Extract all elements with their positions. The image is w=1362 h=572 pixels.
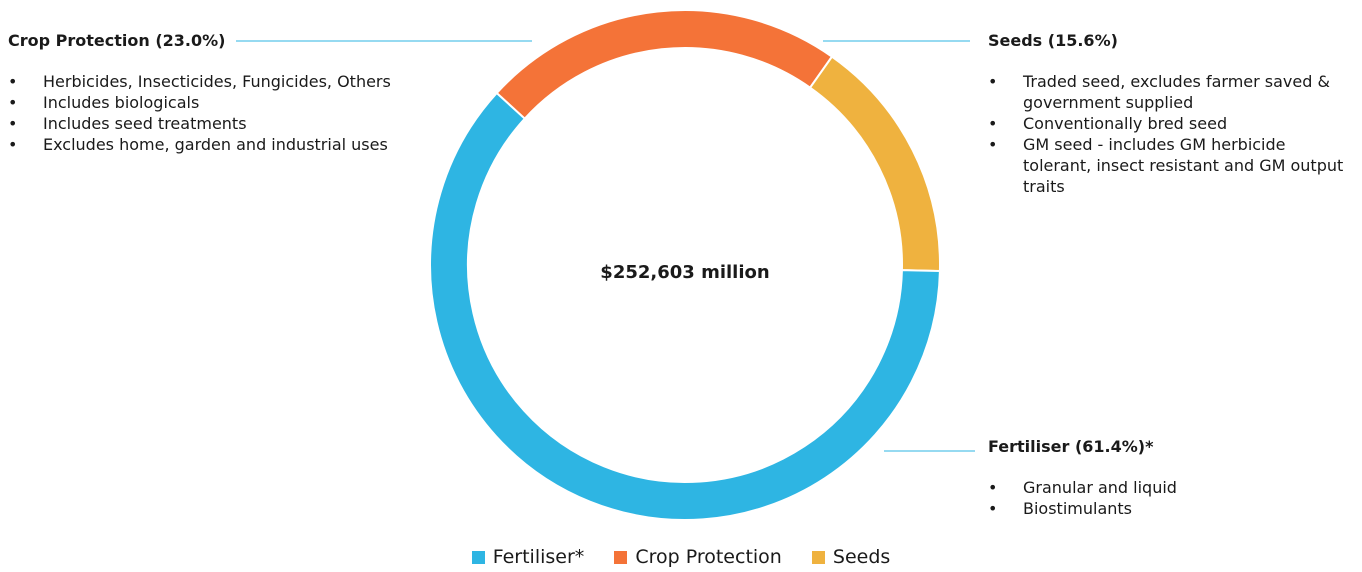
annotation-notes: Herbicides, Insecticides, Fungicides, Ot… bbox=[8, 71, 478, 155]
legend-swatch bbox=[811, 551, 825, 564]
annotation-crop-protection: Crop Protection (23.0%) Herbicides, Inse… bbox=[8, 30, 478, 155]
legend-swatch bbox=[471, 551, 485, 564]
legend-item-crop-protection: Crop Protection bbox=[614, 546, 782, 568]
annotation-title: Crop Protection (23.0%) bbox=[8, 31, 226, 50]
donut-slice-crop-protection bbox=[495, 9, 834, 121]
annotation-note: Conventionally bred seed bbox=[988, 113, 1358, 134]
leader-lines bbox=[236, 40, 975, 452]
donut-slices bbox=[429, 9, 941, 521]
legend-label: Seeds bbox=[832, 546, 891, 568]
chart-legend: Fertiliser* Crop Protection Seeds bbox=[0, 546, 1362, 568]
legend-item-fertiliser: Fertiliser* bbox=[471, 546, 585, 568]
legend-item-seeds: Seeds bbox=[811, 546, 891, 568]
donut-slice-seeds bbox=[808, 55, 941, 273]
annotation-note: Herbicides, Insecticides, Fungicides, Ot… bbox=[8, 71, 478, 92]
annotation-title: Seeds (15.6%) bbox=[988, 31, 1118, 50]
annotation-note: Biostimulants bbox=[988, 498, 1358, 519]
annotation-note: Excludes home, garden and industrial use… bbox=[8, 134, 478, 155]
annotation-note: Includes biologicals bbox=[8, 92, 478, 113]
annotation-seeds: Seeds (15.6%) Traded seed, excludes farm… bbox=[988, 30, 1358, 197]
legend-label: Fertiliser* bbox=[492, 546, 585, 568]
annotation-note: GM seed - includes GM herbicide tolerant… bbox=[988, 134, 1358, 197]
annotation-note: Includes seed treatments bbox=[8, 113, 478, 134]
annotation-note: Granular and liquid bbox=[988, 477, 1358, 498]
annotation-notes: Traded seed, excludes farmer saved & gov… bbox=[988, 71, 1358, 197]
donut-slice-fertiliser bbox=[429, 91, 941, 521]
annotation-note: Traded seed, excludes farmer saved & gov… bbox=[988, 71, 1358, 113]
annotation-notes: Granular and liquid Biostimulants bbox=[988, 477, 1358, 519]
legend-label: Crop Protection bbox=[635, 546, 782, 568]
annotation-fertiliser: Fertiliser (61.4%)* Granular and liquid … bbox=[988, 436, 1358, 519]
center-total-label: $252,603 million bbox=[600, 262, 769, 283]
legend-swatch bbox=[614, 551, 628, 564]
annotation-title: Fertiliser (61.4%)* bbox=[988, 437, 1154, 456]
